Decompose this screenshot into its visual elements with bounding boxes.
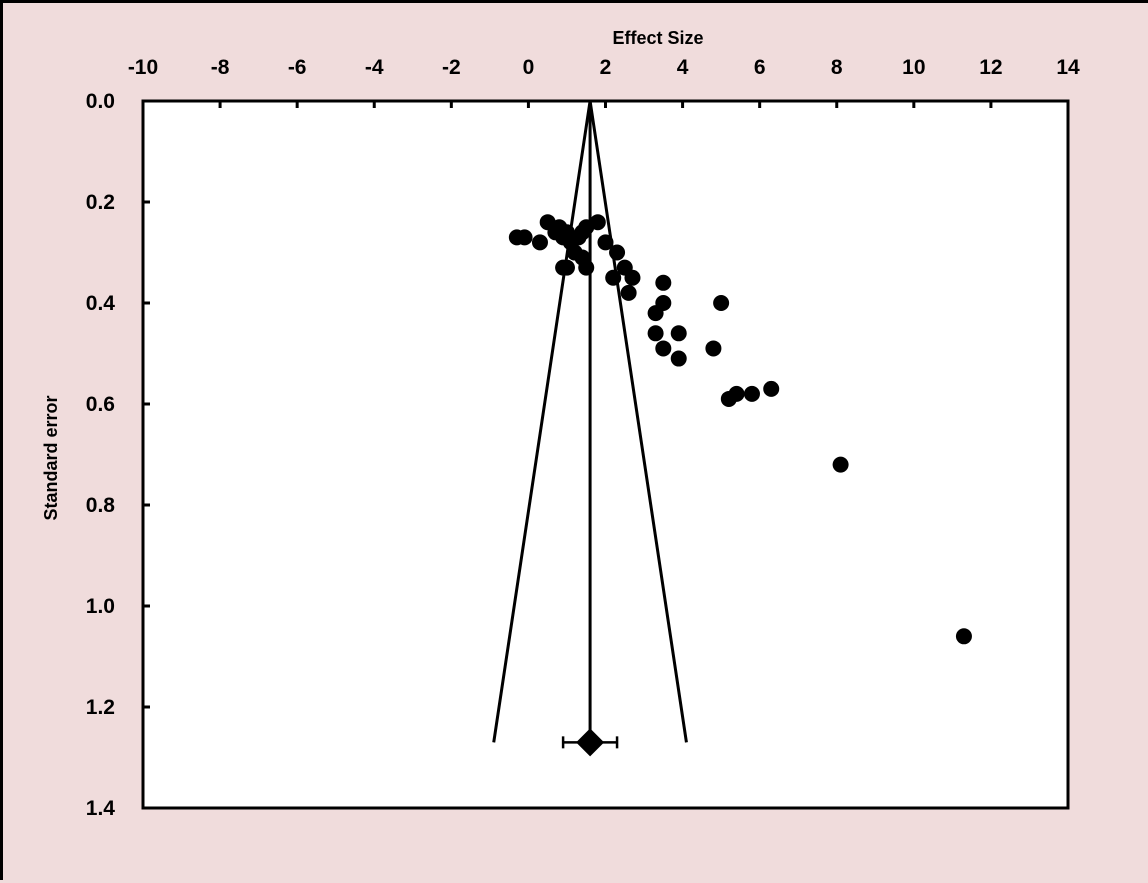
data-point: [670, 325, 687, 342]
funnel-plot-chart: -10 -8 -6 -4 -2 0 2 4 6 8 10 12 14 0.0 0.2 0.4 0.6 0.8 1.…: [41, 28, 1080, 820]
data-point: [728, 385, 745, 402]
y-axis-ticks: 0.0 0.2 0.4 0.6 0.8 1.0 1.2 1.4: [86, 90, 150, 820]
funnel-boundary-line: [588, 100, 688, 743]
x-tick-label: 12: [979, 56, 1002, 79]
x-tick-label: 8: [831, 56, 843, 79]
x-tick-label: -4: [365, 56, 384, 79]
data-points: [508, 214, 972, 645]
data-point: [531, 234, 548, 251]
data-point: [624, 269, 641, 286]
y-tick-label: 1.4: [86, 797, 116, 820]
x-tick-label: -2: [442, 56, 461, 79]
x-axis-title: Effect Size: [612, 28, 703, 48]
y-tick-label: 0.4: [86, 292, 116, 315]
data-point: [670, 350, 687, 367]
x-tick-label: 6: [754, 56, 766, 79]
y-axis-title: Standard error: [41, 395, 61, 520]
x-tick-label: 14: [1056, 56, 1080, 79]
data-point: [763, 380, 780, 397]
y-tick-label: 1.2: [86, 696, 115, 719]
data-point: [578, 259, 595, 276]
data-point: [743, 385, 760, 402]
plot-area: [141, 99, 1070, 810]
funnel-lines: [492, 100, 688, 743]
x-tick-label: 2: [600, 56, 612, 79]
data-point: [566, 244, 583, 261]
y-tick-label: 0.6: [86, 393, 115, 416]
x-tick-label: 4: [677, 56, 689, 79]
data-point: [605, 269, 622, 286]
data-point: [655, 340, 672, 357]
data-point: [589, 214, 606, 231]
data-point: [955, 628, 972, 645]
data-point: [609, 244, 626, 261]
data-point: [705, 340, 722, 357]
x-tick-label: -10: [128, 56, 158, 79]
x-tick-label: -6: [288, 56, 307, 79]
data-point: [832, 456, 849, 473]
y-tick-label: 1.0: [86, 595, 115, 618]
y-tick-label: 0.2: [86, 191, 115, 214]
x-axis-ticks: -10 -8 -6 -4 -2 0 2 4 6 8 10 12 14: [128, 56, 1080, 108]
pooled-estimate: [561, 728, 619, 757]
x-tick-label: 0: [523, 56, 535, 79]
data-point: [620, 284, 637, 301]
data-point: [655, 274, 672, 291]
data-point: [597, 234, 614, 251]
data-point: [555, 259, 572, 276]
x-tick-label: -8: [211, 56, 230, 79]
y-tick-label: 0.0: [86, 90, 115, 113]
pooled-effect-diamond: [576, 728, 605, 757]
data-point: [647, 305, 664, 322]
y-tick-label: 0.8: [86, 494, 116, 517]
funnel-boundary-line: [492, 100, 592, 743]
data-point: [713, 295, 730, 311]
data-point: [647, 325, 664, 342]
x-tick-label: 10: [902, 56, 925, 79]
data-point: [516, 229, 533, 246]
